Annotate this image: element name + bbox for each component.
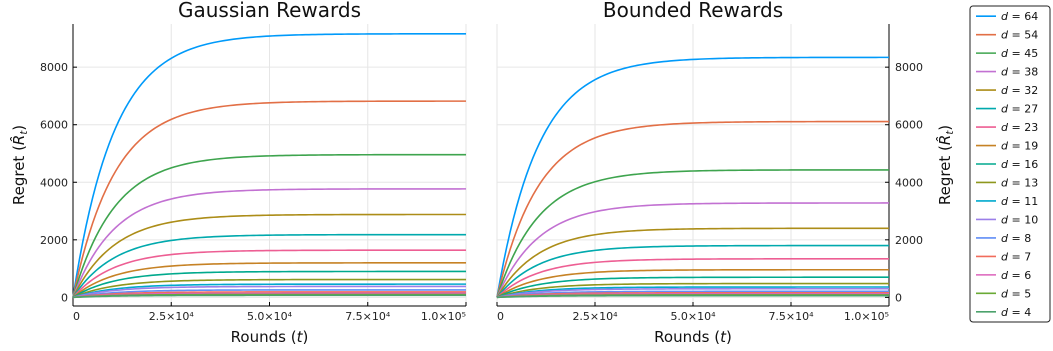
y-tick-label: 2000 <box>895 234 923 247</box>
legend-item: d = 19 <box>976 140 1038 153</box>
series-line-8 <box>496 290 889 299</box>
legend-label: d = 54 <box>1001 29 1038 42</box>
series-line-64 <box>72 32 467 298</box>
legend-item: d = 27 <box>976 103 1038 116</box>
legend-label: d = 5 <box>1001 287 1031 300</box>
legend-label: d = 11 <box>1001 195 1038 208</box>
y-tick-label: 2000 <box>40 234 68 247</box>
series-line-4 <box>496 294 889 299</box>
series-line-54 <box>496 120 889 298</box>
x-tick-label: 0 <box>497 310 504 323</box>
series-line-27 <box>72 233 466 298</box>
series-line-13 <box>496 282 889 299</box>
panel-2: 0 2.5×10⁴ 5.0×10⁴ 7.5×10⁴ 1.0×10⁵ 0 2000 4000 60… <box>496 0 956 346</box>
panel-1: 0 2.5×10⁴ 5.0×10⁴ 7.5×10⁴ 1.0×10⁵ 0 2000 4000 60… <box>9 0 467 346</box>
series-line-19 <box>496 268 889 299</box>
legend-item: d = 16 <box>976 158 1038 171</box>
legend-label: d = 7 <box>1001 250 1031 263</box>
legend-label: d = 32 <box>1001 84 1038 97</box>
y-tick-label: 8000 <box>40 61 68 74</box>
series-line-32 <box>496 227 889 298</box>
series-line-10 <box>72 285 466 299</box>
series-line-23 <box>72 249 466 298</box>
legend-item: d = 5 <box>976 287 1031 300</box>
x-tick-label: 7.5×10⁴ <box>345 310 391 323</box>
x-tick-label: 2.5×10⁴ <box>572 310 618 323</box>
legend-label: d = 19 <box>1001 140 1038 153</box>
legend-item: d = 64 <box>976 10 1038 23</box>
legend-item: d = 45 <box>976 47 1038 60</box>
series-line-16 <box>496 276 889 299</box>
legend-item: d = 10 <box>976 213 1038 226</box>
series-line-19 <box>72 262 466 298</box>
legend-item: d = 23 <box>976 121 1038 134</box>
legend-label: d = 6 <box>1001 269 1031 282</box>
series-line-54 <box>72 100 466 298</box>
y-axis-label: Regret (R̂t) <box>9 125 30 205</box>
series-line-38 <box>496 202 889 298</box>
x-tick-label: 5.0×10⁴ <box>247 310 293 323</box>
series-line-11 <box>72 283 466 299</box>
series-line-32 <box>72 213 466 298</box>
chart-title: Gaussian Rewards <box>178 0 361 22</box>
legend-item: d = 6 <box>976 269 1031 282</box>
series-line-10 <box>496 287 889 299</box>
legend-item: d = 11 <box>976 195 1038 208</box>
y-tick-label: 0 <box>61 291 68 304</box>
legend-label: d = 10 <box>1001 213 1038 226</box>
series-line-7 <box>496 291 889 299</box>
legend-label: d = 8 <box>1001 232 1031 245</box>
series-line-7 <box>72 291 466 299</box>
legend-label: d = 27 <box>1001 103 1038 116</box>
y-tick-label: 6000 <box>895 119 923 132</box>
legend-label: d = 4 <box>1001 306 1031 319</box>
series-line-45 <box>72 153 466 298</box>
series-line-6 <box>496 293 889 299</box>
legend-label: d = 45 <box>1001 47 1038 60</box>
y-tick-label: 6000 <box>40 119 68 132</box>
x-tick-label: 1.0×10⁵ <box>844 310 889 323</box>
series-line-64 <box>496 56 889 298</box>
series-line-13 <box>72 278 466 299</box>
legend-label: d = 38 <box>1001 66 1038 79</box>
series-line-16 <box>72 270 466 299</box>
series-line-6 <box>72 292 466 299</box>
legend-box <box>969 5 1051 323</box>
x-tick-label: 5.0×10⁴ <box>670 310 716 323</box>
series-line-23 <box>496 258 889 298</box>
legend-item: d = 7 <box>976 250 1031 263</box>
legend-item: d = 54 <box>976 29 1038 42</box>
y-tick-label: 4000 <box>40 176 68 189</box>
legend-item: d = 32 <box>976 84 1038 97</box>
legend-item: d = 13 <box>976 176 1038 189</box>
legend-label: d = 23 <box>1001 121 1038 134</box>
y-tick-label: 4000 <box>895 176 923 189</box>
series-line-27 <box>496 244 889 298</box>
legend-label: d = 13 <box>1001 176 1038 189</box>
y-axis-label: Regret (R̂t) <box>935 125 956 205</box>
x-tick-label: 0 <box>73 310 80 323</box>
series-line-8 <box>72 289 466 299</box>
series-line-45 <box>496 169 889 298</box>
legend-label: d = 64 <box>1001 10 1038 23</box>
chart-title: Bounded Rewards <box>603 0 783 22</box>
x-tick-label: 2.5×10⁴ <box>149 310 195 323</box>
legend-item: d = 38 <box>976 66 1038 79</box>
series-line-11 <box>496 286 889 299</box>
x-tick-label: 1.0×10⁵ <box>421 310 466 323</box>
x-axis-label: Rounds (t) <box>654 328 732 346</box>
legend-item: d = 8 <box>976 232 1031 245</box>
y-tick-label: 0 <box>895 291 902 304</box>
x-axis-label: Rounds (t) <box>231 328 309 346</box>
legend-label: d = 16 <box>1001 158 1038 171</box>
legend: d = 64 d = 54 d = 45 d = 38 d = 32 d = 27 d = … <box>969 5 1051 323</box>
x-tick-label: 7.5×10⁴ <box>768 310 814 323</box>
legend-item: d = 4 <box>976 306 1031 319</box>
series-line-38 <box>72 188 466 298</box>
series-line-4 <box>72 294 466 299</box>
y-tick-label: 8000 <box>895 61 923 74</box>
